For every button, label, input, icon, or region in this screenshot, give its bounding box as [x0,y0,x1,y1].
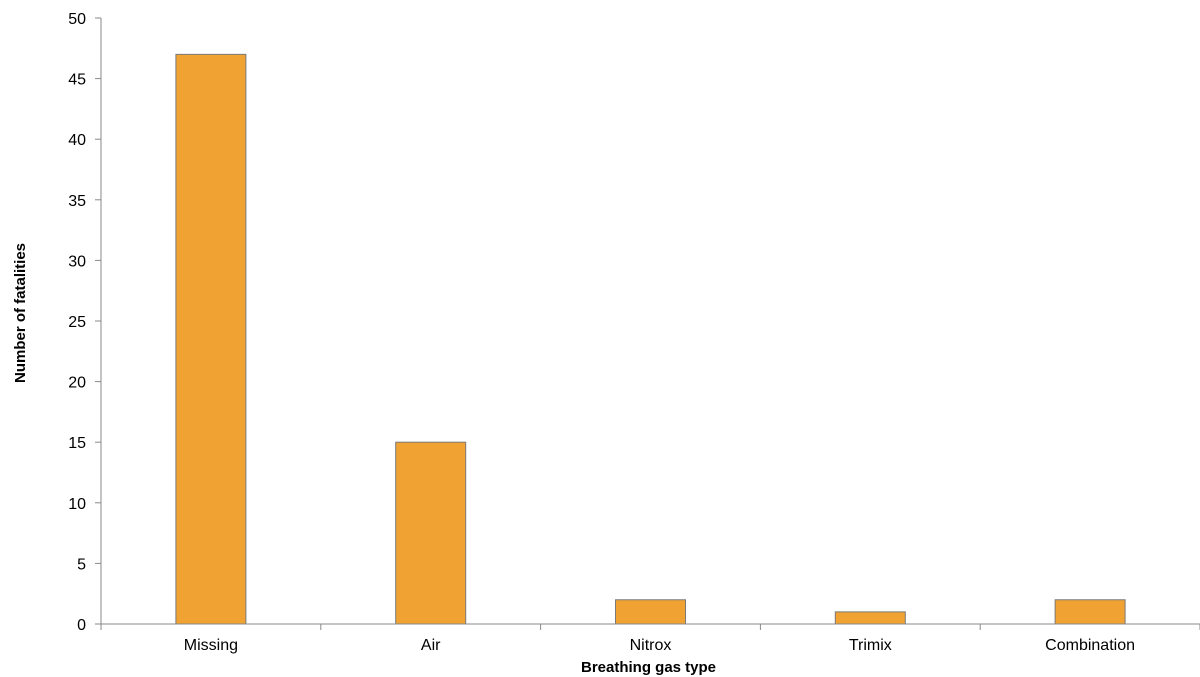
x-tick-label: Air [421,637,441,654]
y-tick-label: 45 [68,72,86,89]
y-axis-ticks [95,17,101,625]
y-tick-label: 5 [77,556,86,573]
bar-trimix [834,611,906,625]
y-tick-label: 40 [68,132,86,149]
x-tick-label: Missing [184,637,238,654]
bar-combination [1054,599,1126,625]
y-tick-label: 35 [68,193,86,210]
y-tick-label: 10 [68,496,86,513]
y-axis-tick-labels: 0 5 10 15 20 25 30 35 40 45 50 [68,11,86,634]
y-tick-label: 30 [68,253,86,270]
y-tick-label: 20 [68,375,86,392]
y-tick-label: 15 [68,435,86,452]
bar-nitrox [615,599,686,625]
y-tick-label: 0 [77,617,86,634]
x-tick-label: Trimix [849,637,892,654]
x-axis-tick-labels: Missing Air Nitrox Trimix Combination [184,637,1135,654]
x-tick-label: Combination [1045,637,1135,654]
bar-missing [175,53,247,625]
x-axis-title: Breathing gas type [581,659,716,676]
y-tick-label: 25 [68,314,86,331]
y-tick-label: 50 [68,11,86,28]
bar-air [395,441,467,625]
bars [175,53,1126,625]
y-axis-title: Number of fatalities [12,243,29,383]
x-axis-ticks [100,624,1200,630]
x-tick-label: Nitrox [630,637,672,654]
